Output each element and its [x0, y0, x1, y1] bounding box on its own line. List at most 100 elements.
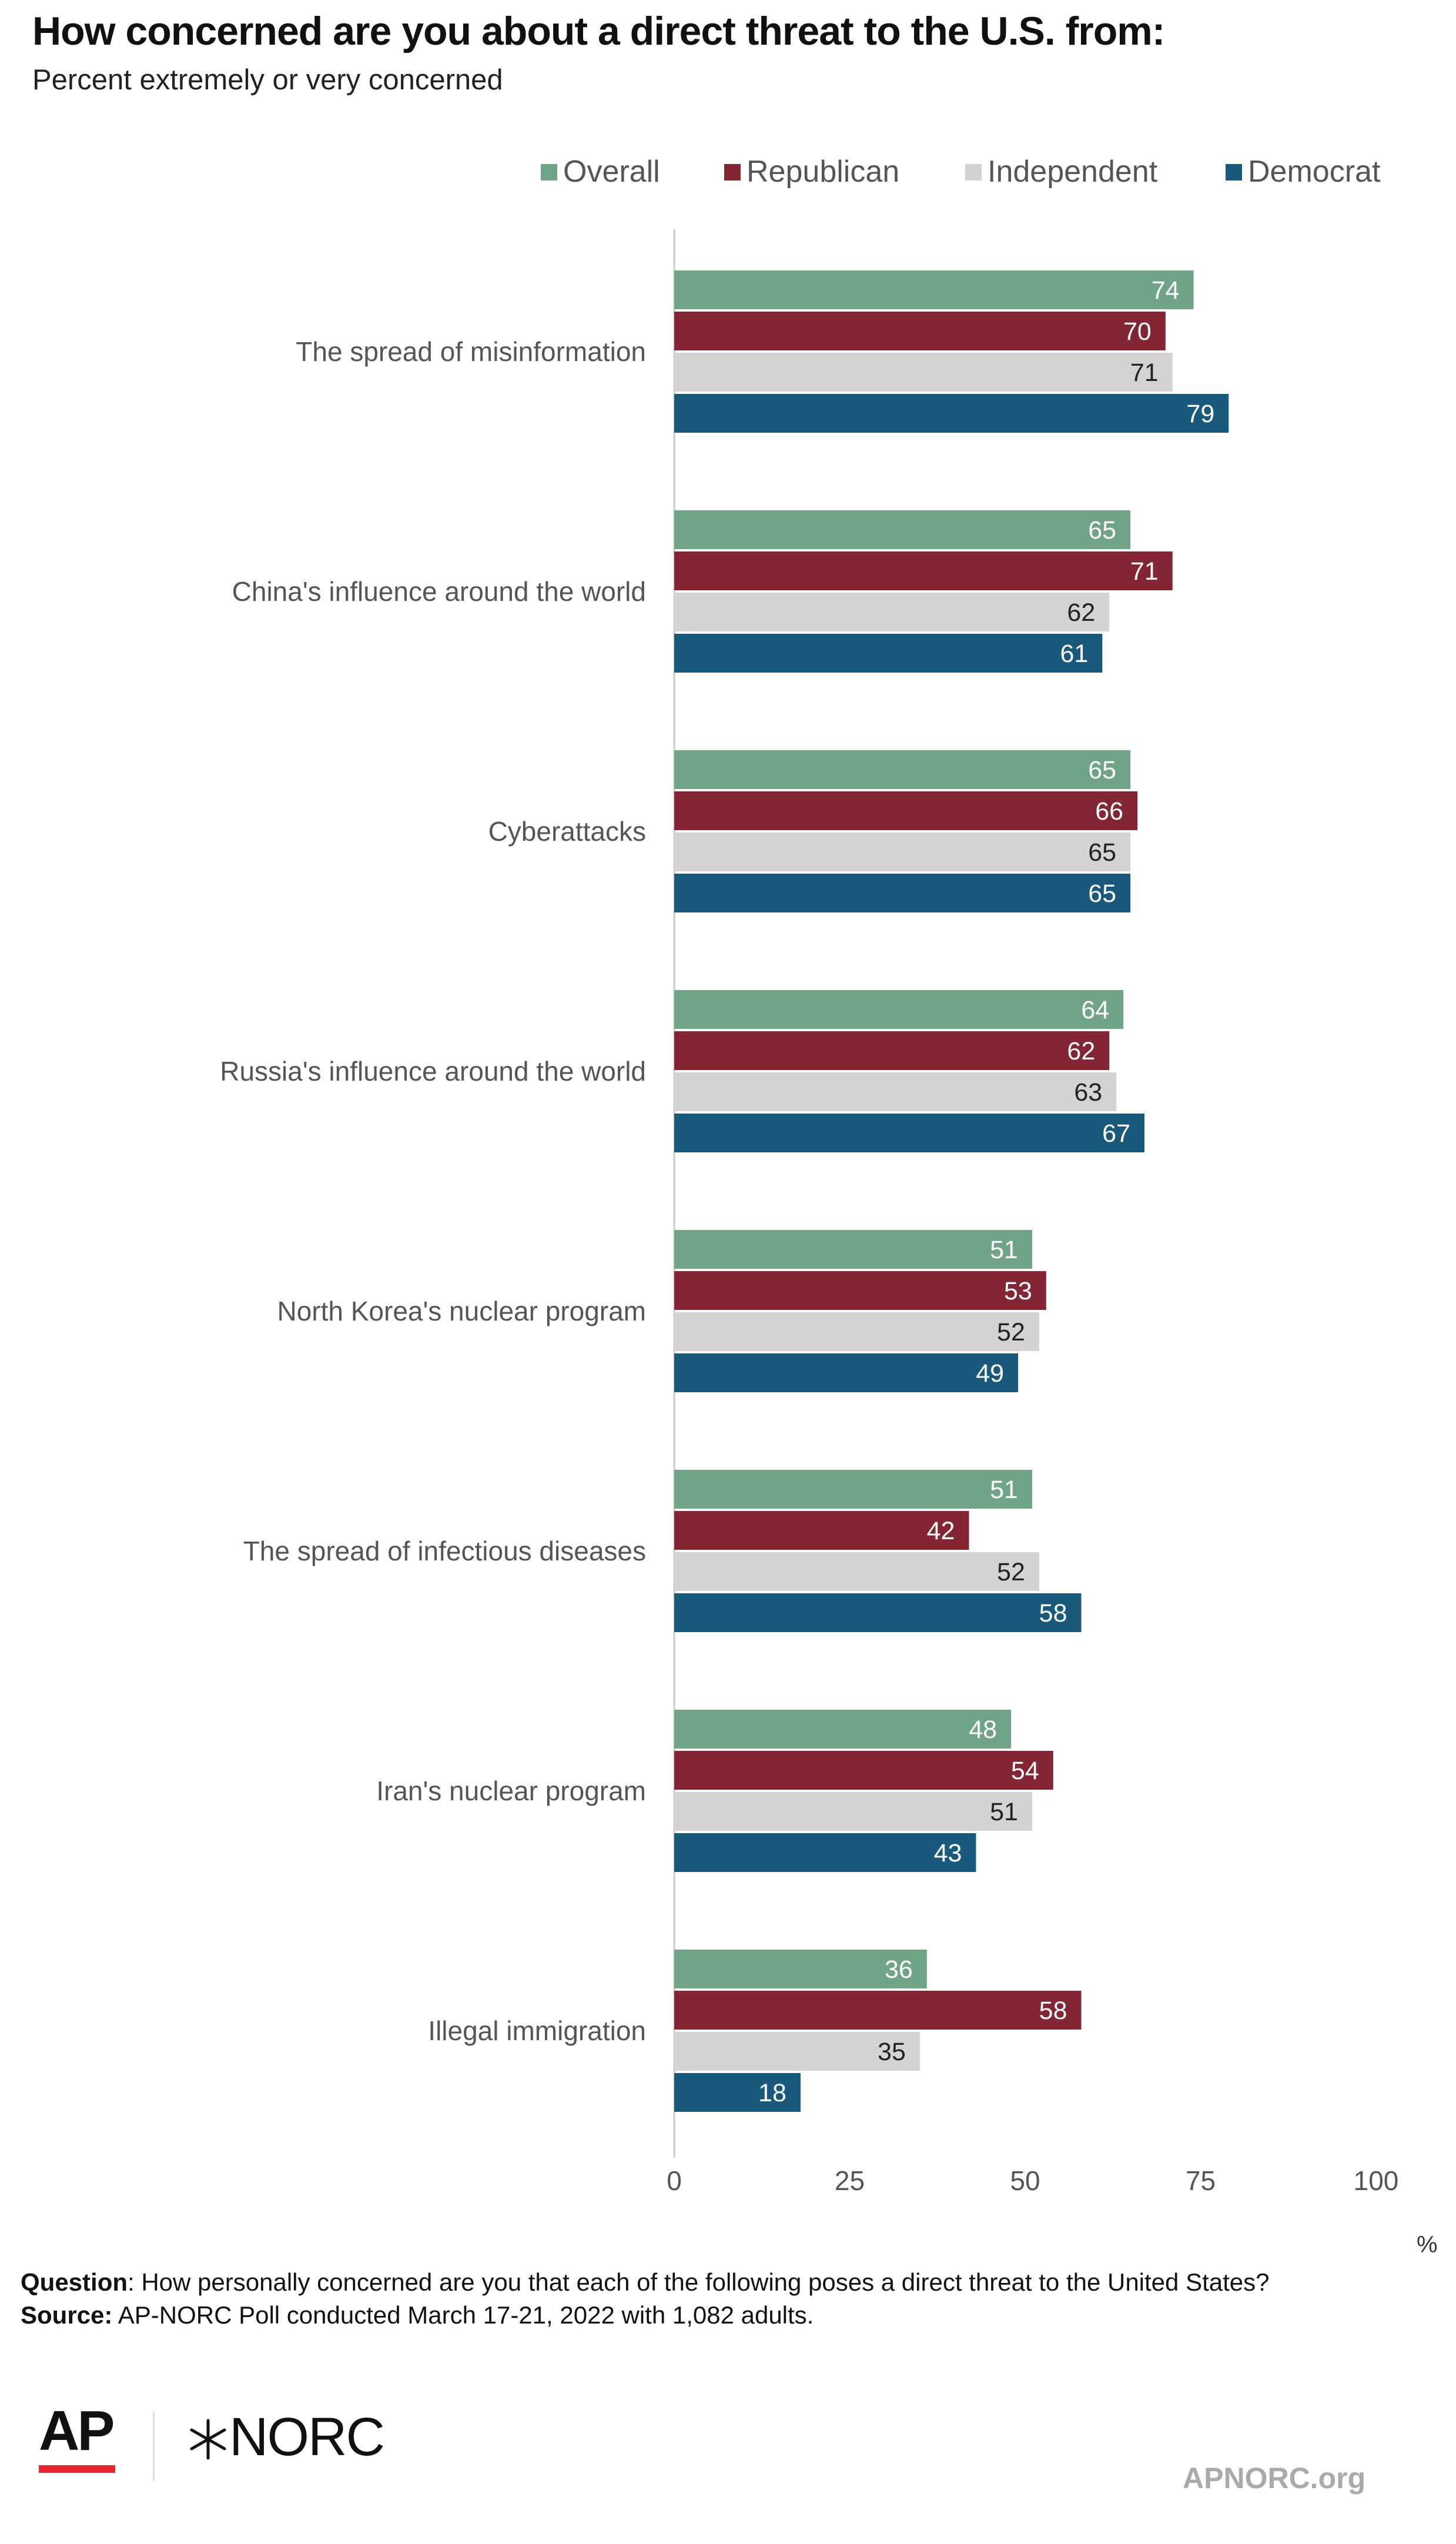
legend-swatch-independent — [965, 164, 982, 180]
bar-overall — [674, 1470, 1032, 1509]
bar-democrat — [674, 874, 1131, 912]
value-label: 43 — [934, 1839, 962, 1867]
bar-democrat — [674, 2073, 801, 2112]
question-note: Question: How personally concerned are y… — [21, 2266, 1443, 2299]
source-text: AP-NORC Poll conducted March 17-21, 2022… — [112, 2301, 814, 2329]
legend-item-independent: Independent — [965, 154, 1157, 189]
legend-label-democrat: Democrat — [1248, 155, 1381, 189]
value-label: 49 — [976, 1359, 1004, 1388]
site-url: APNORC.org — [1183, 2462, 1366, 2495]
ap-logo-text: AP — [39, 2399, 115, 2462]
category-label: North Korea's nuclear program — [277, 1296, 646, 1326]
value-label: 36 — [885, 1955, 913, 1984]
bar-democrat — [674, 1114, 1144, 1152]
category-label: Russia's influence around the world — [220, 1056, 646, 1087]
ap-logo: AP — [39, 2399, 115, 2473]
value-label: 67 — [1102, 1119, 1130, 1148]
value-label: 74 — [1152, 276, 1180, 305]
bar-independent — [674, 1552, 1039, 1591]
legend-swatch-republican — [724, 164, 741, 180]
bar-republican — [674, 1751, 1053, 1790]
value-label: 71 — [1130, 359, 1159, 387]
legend-item-overall: Overall — [541, 154, 660, 189]
chart-title: How concerned are you about a direct thr… — [32, 9, 1165, 54]
bar-democrat — [674, 394, 1229, 433]
value-label: 79 — [1186, 400, 1214, 428]
value-label: 52 — [997, 1558, 1025, 1586]
category-label: Iran's nuclear program — [376, 1776, 646, 1806]
source-note: Source: AP-NORC Poll conducted March 17-… — [21, 2299, 1443, 2332]
x-tick-label: 0 — [667, 2165, 682, 2196]
value-label: 18 — [758, 2079, 786, 2107]
legend-item-democrat: Democrat — [1226, 154, 1380, 189]
bar-republican — [674, 551, 1173, 590]
value-label: 62 — [1067, 1037, 1095, 1065]
category-label: Cyberattacks — [488, 816, 646, 847]
bar-independent — [674, 833, 1131, 871]
value-label: 70 — [1123, 317, 1152, 346]
question-text: : How personally concerned are you that … — [128, 2268, 1270, 2296]
bar-republican — [674, 312, 1166, 350]
legend-item-republican: Republican — [724, 154, 899, 189]
legend-label-republican: Republican — [747, 155, 900, 189]
value-label: 53 — [1004, 1277, 1032, 1305]
bar-republican — [674, 791, 1138, 830]
footnote: Question: How personally concerned are y… — [21, 2266, 1443, 2332]
bar-democrat — [674, 1833, 976, 1872]
chart-subtitle: Percent extremely or very concerned — [32, 64, 503, 96]
x-tick-label: 50 — [1010, 2165, 1040, 2196]
bar-overall — [674, 510, 1131, 549]
bar-democrat — [674, 1353, 1019, 1392]
x-tick-label: 25 — [835, 2165, 865, 2196]
value-label: 52 — [997, 1318, 1025, 1346]
category-label: The spread of infectious diseases — [243, 1536, 646, 1566]
legend-swatch-democrat — [1226, 164, 1242, 180]
bar-independent — [674, 593, 1110, 631]
x-tick-label: 75 — [1186, 2165, 1216, 2196]
source-label: Source: — [21, 2301, 113, 2329]
legend-swatch-overall — [541, 164, 557, 180]
bar-overall — [674, 1230, 1032, 1269]
value-label: 51 — [990, 1476, 1018, 1504]
value-label: 65 — [1088, 516, 1116, 544]
bar-overall — [674, 1950, 927, 1988]
value-label: 71 — [1130, 557, 1159, 586]
value-label: 42 — [927, 1517, 955, 1545]
bar-republican — [674, 1031, 1110, 1070]
bar-republican — [674, 1991, 1082, 2030]
value-label: 65 — [1088, 756, 1116, 784]
bar-republican — [674, 1271, 1046, 1310]
value-label: 64 — [1081, 996, 1109, 1024]
value-label: 48 — [969, 1716, 997, 1744]
category-label: China's influence around the world — [232, 576, 646, 607]
bar-overall — [674, 1710, 1012, 1749]
bar-independent — [674, 2032, 920, 2071]
ap-logo-underline — [39, 2465, 115, 2473]
axis-unit-label: % — [1417, 2232, 1438, 2258]
bar-overall — [674, 990, 1124, 1029]
star-mark-icon — [190, 2419, 226, 2460]
value-label: 65 — [1088, 838, 1116, 867]
value-label: 61 — [1060, 640, 1088, 668]
bar-independent — [674, 1792, 1032, 1831]
bar-democrat — [674, 1593, 1082, 1632]
chart-legend: Overall Republican Independent Democrat — [529, 154, 1396, 195]
norc-logo-text: NORC — [229, 2407, 385, 2467]
value-label: 63 — [1074, 1078, 1102, 1106]
value-label: 58 — [1039, 1997, 1067, 2025]
value-label: 58 — [1039, 1599, 1067, 1627]
value-label: 35 — [878, 2038, 906, 2066]
legend-label-overall: Overall — [563, 155, 660, 189]
bar-democrat — [674, 634, 1103, 673]
x-tick-label: 100 — [1354, 2165, 1399, 2196]
legend-label-independent: Independent — [988, 155, 1158, 189]
category-label: Illegal immigration — [428, 2015, 646, 2046]
value-label: 66 — [1095, 797, 1123, 825]
bar-independent — [674, 353, 1173, 392]
value-label: 51 — [990, 1236, 1018, 1264]
value-label: 54 — [1011, 1757, 1039, 1785]
category-label: The spread of misinformation — [296, 336, 646, 367]
bar-republican — [674, 1511, 969, 1550]
bar-overall — [674, 750, 1131, 789]
